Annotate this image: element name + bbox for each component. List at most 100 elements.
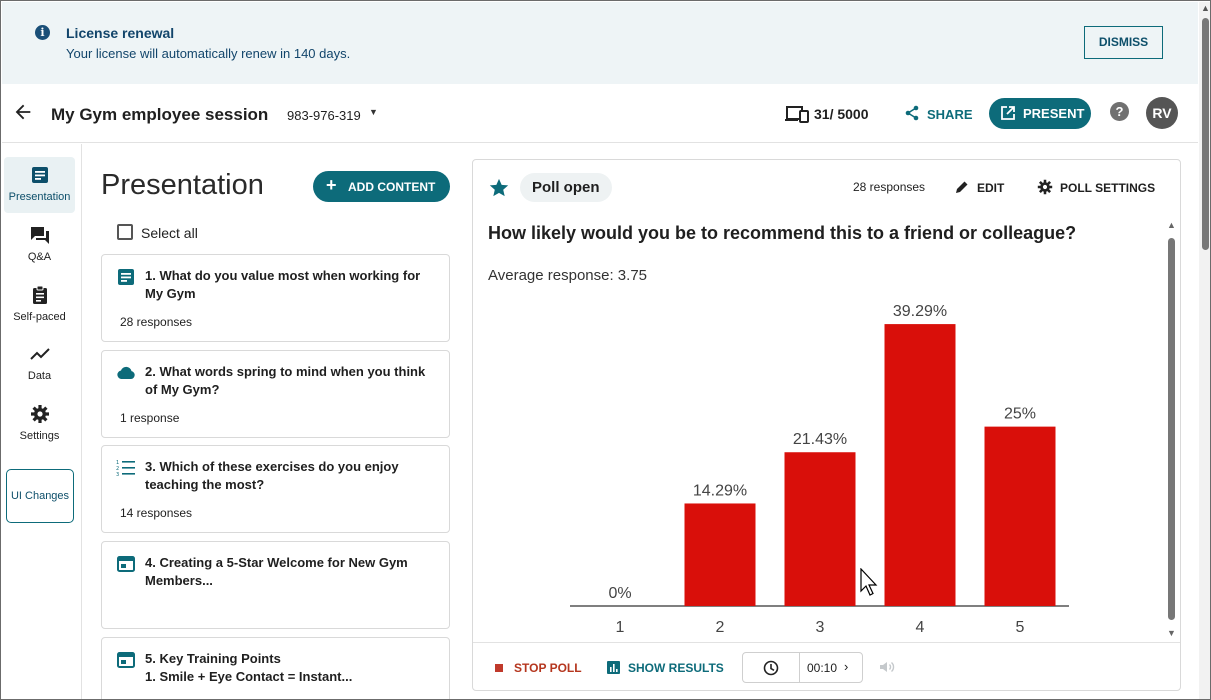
- x-tick-label: 1: [616, 619, 625, 636]
- info-icon: i: [35, 25, 50, 40]
- avatar[interactable]: RV: [1146, 97, 1178, 129]
- help-icon[interactable]: ?: [1110, 102, 1129, 121]
- mouse-cursor-icon: [860, 568, 878, 596]
- star-icon[interactable]: [488, 177, 510, 199]
- chart-bar-4: [884, 324, 956, 606]
- list-item[interactable]: 1 2 3 3. Which of these exercises do you…: [101, 445, 450, 533]
- card-title: 3. Which of these exercises do you enjoy…: [145, 459, 399, 492]
- nav-label: Settings: [19, 430, 60, 442]
- chart-bar-2: [684, 503, 756, 606]
- nav-item-settings[interactable]: Settings: [4, 396, 75, 452]
- select-all-checkbox[interactable]: [117, 224, 133, 240]
- banner-title: License renewal: [66, 25, 175, 41]
- bar-value-label: 39.29%: [893, 303, 947, 320]
- add-content-label: ADD CONTENT: [348, 180, 436, 194]
- banner-text: Your license will automatically renew in…: [66, 46, 351, 61]
- pencil-icon[interactable]: [955, 180, 969, 194]
- timer-value: 00:10: [807, 661, 838, 675]
- back-arrow-icon[interactable]: [12, 101, 34, 123]
- poll-settings-button[interactable]: POLL SETTINGS: [1060, 181, 1156, 195]
- show-results-button[interactable]: SHOW RESULTS: [628, 661, 724, 675]
- slide-icon: [117, 556, 135, 572]
- window-scroll-thumb[interactable]: [1202, 18, 1209, 250]
- select-all-label: Select all: [141, 225, 198, 241]
- card-title: 5. Key Training Points 1. Smile + Eye Co…: [145, 651, 353, 684]
- list-item[interactable]: 2. What words spring to mind when you th…: [101, 350, 450, 438]
- poll-panel: Poll open 28 responses EDIT POLL SETTING…: [472, 159, 1181, 691]
- svg-text:2: 2: [116, 466, 119, 472]
- poll-question: How likely would you be to recommend thi…: [488, 223, 1077, 243]
- stop-poll-button[interactable]: STOP POLL: [514, 661, 582, 675]
- plus-icon: +: [326, 175, 337, 195]
- nav-item-presentation[interactable]: Presentation: [4, 157, 75, 213]
- session-code[interactable]: 983-976-319: [287, 108, 361, 123]
- share-icon[interactable]: [904, 105, 920, 121]
- chevron-right-icon[interactable]: ›: [844, 659, 849, 674]
- presentation-icon: [32, 167, 48, 183]
- nav-label: Self-paced: [13, 311, 66, 323]
- trend-icon: [30, 348, 50, 360]
- license-banner: i License renewal Your license will auto…: [2, 2, 1198, 84]
- svg-text:3: 3: [116, 472, 119, 478]
- chevron-down-icon[interactable]: ▼: [369, 107, 378, 117]
- ranking-list-icon: 1 2 3: [116, 460, 135, 478]
- nav-label: Q&A: [27, 251, 52, 263]
- list-title: Presentation: [101, 169, 264, 201]
- nav-label: Presentation: [8, 191, 71, 203]
- word-cloud-icon: [117, 366, 135, 379]
- svg-text:1: 1: [116, 460, 119, 466]
- share-button[interactable]: SHARE: [927, 107, 973, 122]
- scroll-up-icon[interactable]: ▲: [1201, 3, 1210, 13]
- page-title: My Gym employee session: [51, 105, 269, 124]
- x-tick-label: 2: [716, 619, 725, 636]
- list-item[interactable]: 1. What do you value most when working f…: [101, 254, 450, 342]
- poll-footer: STOP POLL SHOW RESULTS 00:10 ›: [473, 642, 1180, 690]
- gear-icon: [31, 405, 49, 423]
- bar-chart-icon: [607, 661, 620, 674]
- dismiss-button[interactable]: DISMISS: [1084, 26, 1163, 59]
- poll-status-badge: Poll open: [520, 173, 612, 202]
- bar-value-label: 14.29%: [693, 482, 747, 499]
- session-header: My Gym employee session 983-976-319 ▼ 31…: [2, 85, 1198, 143]
- text-poll-icon: [118, 269, 134, 285]
- gear-icon[interactable]: [1037, 179, 1053, 195]
- poll-timer[interactable]: 00:10 ›: [742, 652, 863, 683]
- clipboard-icon: [33, 285, 47, 304]
- left-nav: Presentation Q&A Self-paced Data: [2, 144, 82, 699]
- stop-icon: [495, 664, 503, 672]
- results-bar-chart: 0% 1 14.29% 2 21.43% 3 39.29% 4 25% 5: [570, 303, 1069, 636]
- participant-count: 31/ 5000: [814, 106, 869, 122]
- poll-response-count: 28 responses: [853, 180, 926, 194]
- average-response: Average response: 3.75: [488, 267, 648, 284]
- scroll-down-icon[interactable]: ▼: [1167, 628, 1176, 638]
- chart-bar-5: [984, 426, 1056, 606]
- x-tick-label: 3: [816, 619, 825, 636]
- bar-value-label: 0%: [608, 585, 631, 602]
- add-content-button[interactable]: + ADD CONTENT: [313, 171, 450, 202]
- list-item[interactable]: 4. Creating a 5-Star Welcome for New Gym…: [101, 541, 450, 629]
- card-title: 2. What words spring to mind when you th…: [145, 364, 426, 397]
- present-button[interactable]: PRESENT: [989, 98, 1091, 129]
- window-scrollbar[interactable]: ▲: [1199, 2, 1210, 699]
- nav-item-self-paced[interactable]: Self-paced: [4, 277, 75, 333]
- list-item[interactable]: 5. Key Training Points 1. Smile + Eye Co…: [101, 637, 450, 699]
- panel-scrollbar[interactable]: [1168, 238, 1175, 620]
- card-responses: 14 responses: [120, 506, 193, 520]
- card-responses: 28 responses: [120, 315, 193, 329]
- nav-item-data[interactable]: Data: [4, 336, 75, 392]
- present-label: PRESENT: [1023, 106, 1085, 121]
- bar-value-label: 21.43%: [793, 431, 847, 448]
- speaker-icon[interactable]: [879, 659, 895, 675]
- x-tick-label: 5: [1016, 619, 1025, 636]
- nav-label: Data: [27, 370, 52, 382]
- ui-changes-button[interactable]: UI Changes: [6, 469, 74, 523]
- chat-icon: [31, 227, 49, 244]
- card-responses: 1 response: [120, 411, 180, 425]
- bar-value-label: 25%: [1004, 406, 1036, 423]
- devices-icon: [785, 106, 809, 123]
- scroll-up-icon[interactable]: ▲: [1167, 220, 1176, 230]
- clock-icon: [763, 660, 779, 676]
- edit-button[interactable]: EDIT: [977, 181, 1005, 195]
- chart-bar-3: [784, 452, 856, 606]
- nav-item-qa[interactable]: Q&A: [4, 217, 75, 273]
